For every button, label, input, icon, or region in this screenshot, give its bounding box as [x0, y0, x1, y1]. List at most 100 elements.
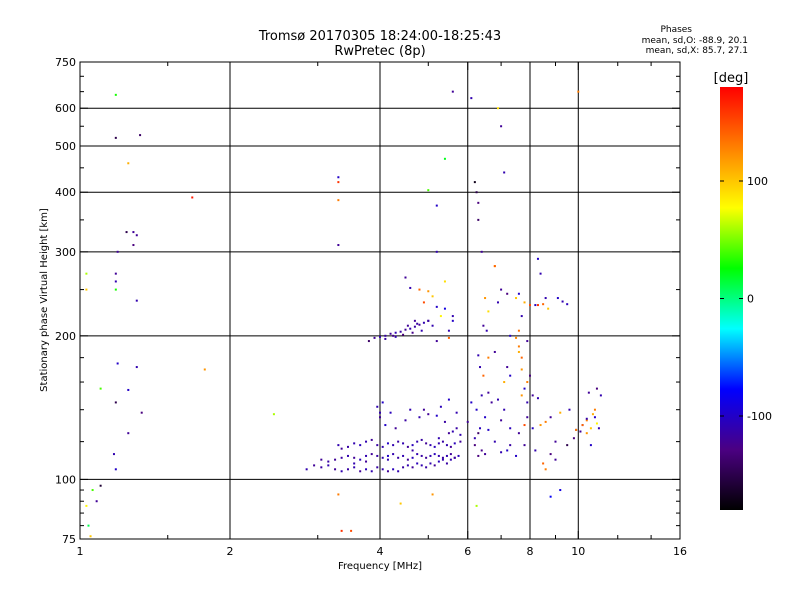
data-point — [402, 442, 405, 445]
data-point — [413, 325, 416, 328]
data-point — [353, 462, 356, 465]
data-point — [449, 445, 452, 448]
data-point — [523, 387, 526, 390]
data-point — [443, 157, 446, 160]
data-point — [114, 136, 117, 139]
data-point — [509, 444, 512, 447]
data-point — [441, 456, 444, 459]
data-point — [433, 464, 436, 467]
data-point — [114, 401, 117, 404]
x-tick-label: 6 — [464, 545, 471, 558]
data-point — [517, 292, 520, 295]
data-point — [418, 323, 421, 326]
data-point — [595, 422, 598, 425]
data-point — [135, 299, 138, 302]
stats-heading: Phases — [660, 25, 692, 35]
data-point — [429, 462, 432, 465]
data-point — [346, 468, 349, 471]
data-point — [334, 458, 337, 461]
data-point — [379, 411, 381, 414]
data-point — [394, 335, 397, 338]
data-point — [431, 324, 434, 327]
data-point — [379, 335, 381, 338]
data-point — [433, 445, 436, 448]
data-point — [536, 257, 539, 260]
data-point — [485, 329, 488, 332]
data-point — [132, 231, 135, 234]
y-axis-label: Stationary phase Virtual Height [km] — [39, 208, 50, 392]
data-point — [422, 408, 425, 411]
data-point — [479, 427, 482, 430]
data-point — [449, 458, 452, 461]
data-point — [411, 449, 414, 452]
data-point — [384, 334, 387, 337]
data-point — [556, 297, 559, 300]
y-tick-label: 75 — [62, 533, 76, 546]
chart-subtitle: RwPretec (8p) — [334, 44, 425, 59]
x-tick-label: 1 — [77, 545, 84, 558]
data-point — [416, 440, 419, 443]
data-point — [406, 458, 409, 461]
data-point — [561, 300, 564, 303]
data-point — [509, 334, 512, 337]
data-point — [482, 374, 485, 377]
data-point — [484, 297, 487, 300]
data-point — [85, 288, 88, 291]
data-point — [523, 424, 526, 427]
data-point — [367, 340, 370, 343]
data-point — [479, 366, 482, 369]
data-point — [402, 454, 405, 457]
data-point — [447, 398, 450, 401]
data-point — [132, 244, 135, 247]
data-point — [320, 466, 323, 469]
data-point — [439, 405, 442, 408]
data-point — [406, 464, 409, 467]
data-point — [397, 470, 400, 473]
data-point — [350, 529, 353, 532]
data-point — [389, 332, 392, 335]
data-points — [85, 90, 602, 538]
data-point — [447, 329, 450, 332]
data-point — [572, 437, 575, 440]
data-point — [409, 408, 412, 411]
data-point — [337, 444, 340, 447]
data-point — [453, 442, 456, 445]
data-point — [585, 417, 588, 420]
data-point — [493, 350, 496, 353]
data-point — [529, 304, 531, 307]
data-point — [585, 432, 588, 435]
y-tick-label: 600 — [55, 102, 76, 115]
data-point — [340, 470, 343, 473]
data-point — [337, 199, 340, 202]
data-point — [445, 462, 448, 465]
data-point — [593, 408, 596, 411]
data-point — [340, 447, 343, 450]
data-point — [579, 430, 582, 433]
data-point — [470, 97, 473, 100]
data-point — [487, 310, 490, 313]
data-point — [503, 381, 506, 384]
data-point — [365, 440, 368, 443]
data-point — [437, 454, 440, 457]
data-point — [427, 290, 430, 293]
data-point — [140, 411, 143, 414]
data-point — [404, 419, 407, 422]
y-tick-label: 200 — [55, 330, 76, 343]
data-point — [402, 466, 405, 469]
data-point — [191, 196, 194, 199]
colorbar-tick-label: 100 — [747, 175, 768, 188]
data-point — [542, 462, 545, 465]
data-point — [554, 440, 557, 443]
data-point — [451, 90, 454, 93]
data-point — [549, 453, 552, 456]
data-point — [373, 336, 376, 339]
data-point — [381, 456, 384, 459]
data-point — [484, 416, 487, 419]
data-point — [435, 204, 438, 207]
data-point — [531, 394, 534, 397]
colorbar-tick-label: 0 — [747, 293, 754, 306]
data-point — [559, 411, 562, 414]
data-point — [384, 424, 387, 427]
data-point — [542, 303, 545, 306]
